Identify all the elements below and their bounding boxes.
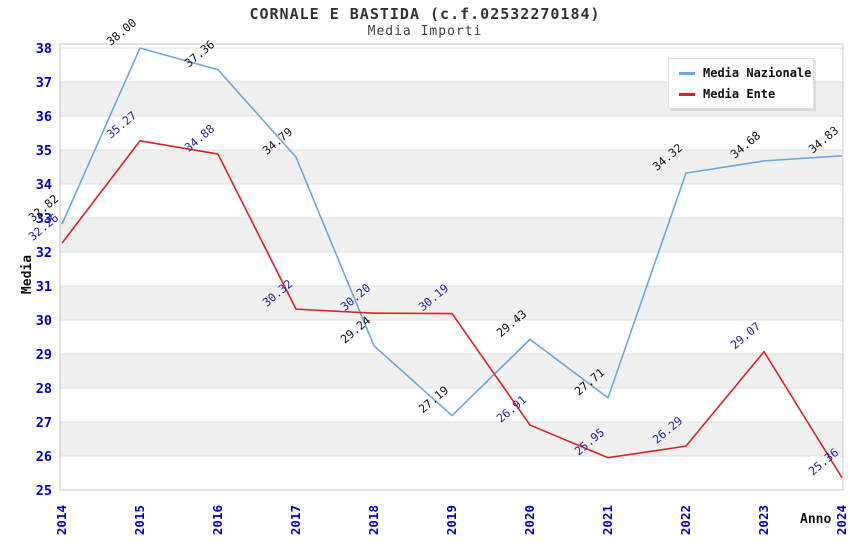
legend-label: Media Ente bbox=[703, 87, 776, 101]
band bbox=[60, 456, 843, 490]
band bbox=[60, 388, 843, 422]
y-tick-label: 34 bbox=[36, 177, 52, 193]
band bbox=[60, 184, 843, 218]
y-tick-label: 27 bbox=[36, 415, 52, 431]
media-nazionale-line-marker-icon bbox=[679, 71, 695, 75]
y-tick-label: 25 bbox=[36, 483, 52, 499]
x-tick-label: 2017 bbox=[288, 505, 303, 535]
x-tick-label: 2023 bbox=[756, 505, 771, 535]
y-tick-label: 35 bbox=[36, 143, 52, 159]
series-line-media-nazionale bbox=[61, 47, 843, 417]
legend-item-media-nazionale: Media Nazionale bbox=[679, 66, 811, 80]
x-tick-label: 2021 bbox=[600, 505, 615, 535]
band bbox=[60, 286, 843, 320]
y-tick-label: 33 bbox=[36, 211, 52, 227]
plot-border bbox=[59, 43, 844, 491]
band bbox=[60, 422, 843, 456]
chart-subtitle: Media Importi bbox=[367, 24, 483, 39]
y-tick-label: 26 bbox=[36, 449, 52, 465]
x-axis-title: Anno bbox=[800, 512, 832, 527]
x-tick-label: 2016 bbox=[210, 505, 225, 535]
y-tick-label: 38 bbox=[36, 41, 52, 57]
band bbox=[60, 150, 843, 184]
x-tick-label: 2019 bbox=[444, 505, 459, 535]
y-tick-label: 31 bbox=[36, 279, 52, 295]
legend-box: Media Nazionale Media Ente bbox=[668, 58, 814, 109]
x-tick-label: 2018 bbox=[366, 505, 381, 535]
media-ente-line-marker-icon bbox=[679, 92, 695, 96]
y-tick-label: 36 bbox=[36, 109, 52, 125]
series-line-media-ente bbox=[61, 140, 843, 479]
band bbox=[60, 218, 843, 252]
y-tick-label: 37 bbox=[36, 75, 52, 91]
legend-item-media-ente: Media Ente bbox=[679, 87, 803, 101]
y-tick-label: 29 bbox=[36, 347, 52, 363]
band bbox=[60, 116, 843, 150]
x-tick-label: 2022 bbox=[678, 505, 693, 535]
x-tick-label: 2020 bbox=[522, 505, 537, 535]
band bbox=[60, 320, 843, 354]
y-tick-label: 28 bbox=[36, 381, 52, 397]
x-tick-label: 2024 bbox=[834, 505, 849, 535]
band bbox=[60, 252, 843, 286]
legend-label: Media Nazionale bbox=[703, 66, 812, 80]
band bbox=[60, 354, 843, 388]
y-tick-label: 32 bbox=[36, 245, 52, 261]
y-tick-label: 30 bbox=[36, 313, 52, 329]
chart-title: CORNALE E BASTIDA (c.f.02532270184) bbox=[249, 5, 601, 23]
x-tick-label: 2015 bbox=[132, 505, 147, 535]
x-tick-label: 2014 bbox=[54, 505, 69, 535]
y-axis-title: Media bbox=[20, 254, 36, 295]
